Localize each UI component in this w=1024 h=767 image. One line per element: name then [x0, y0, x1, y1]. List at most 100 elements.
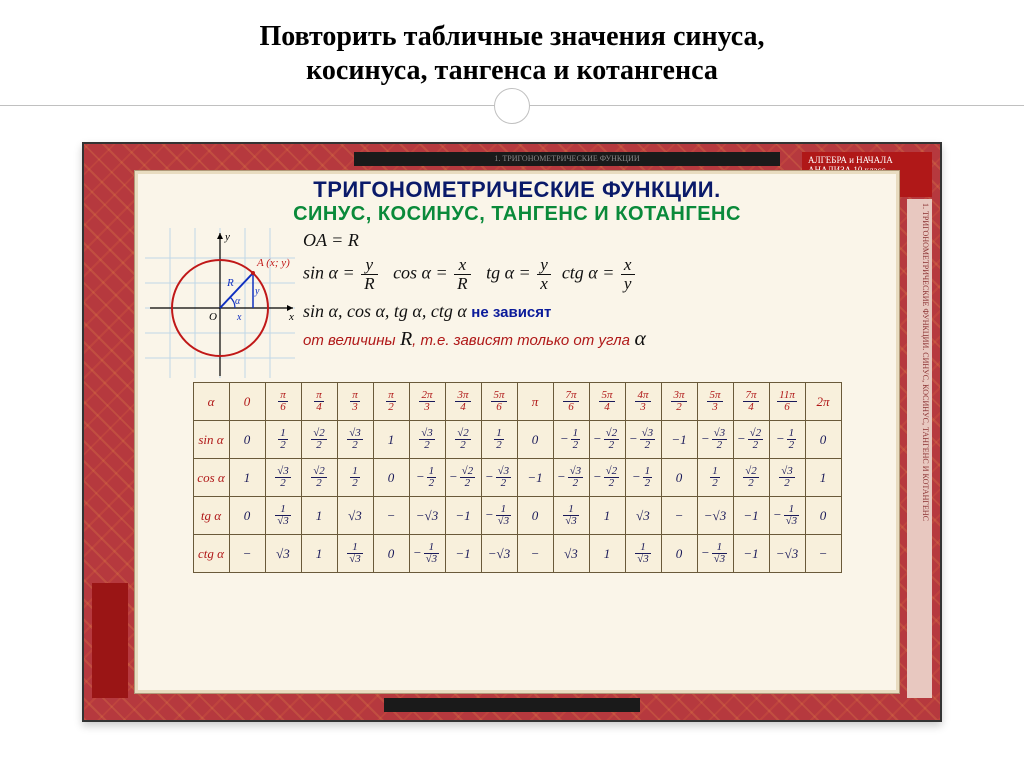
- value-cell: −1: [445, 497, 481, 535]
- value-cell: −1: [517, 459, 553, 497]
- bot-strip: [384, 698, 640, 712]
- value-cell: 1: [589, 497, 625, 535]
- value-cell: −√3: [409, 497, 445, 535]
- row-label: tg α: [193, 497, 229, 535]
- angle-cell: 7π4: [733, 383, 769, 421]
- value-cell: √32: [265, 459, 301, 497]
- value-cell: 1√3: [337, 535, 373, 573]
- value-cell: 12: [481, 421, 517, 459]
- value-cell: 1: [805, 459, 841, 497]
- formula-defs: sin α = yR cos α = xR tg α = yx ctg α = …: [303, 256, 889, 293]
- value-cell: −√3: [769, 535, 805, 573]
- value-cell: −√32: [553, 459, 589, 497]
- svg-text:x: x: [288, 311, 294, 323]
- angle-cell: 3π2: [661, 383, 697, 421]
- chart-frame: 1. ТРИГОНОМЕТРИЧЕСКИЕ ФУНКЦИИ АЛГЕБРА и …: [82, 142, 942, 722]
- angle-cell: π4: [301, 383, 337, 421]
- svg-text:O: O: [209, 311, 217, 323]
- value-cell: 1√3: [553, 497, 589, 535]
- value-cell: 0: [517, 497, 553, 535]
- value-cell: 0: [373, 535, 409, 573]
- table-row: ctg α−√311√30−1√3−1−√3−√311√30−1√3−1−√3−: [193, 535, 841, 573]
- page-title: Повторить табличные значения синуса, кос…: [0, 20, 1024, 87]
- value-cell: 0: [805, 421, 841, 459]
- value-cell: −: [661, 497, 697, 535]
- value-cell: 0: [661, 459, 697, 497]
- value-cell: √22: [301, 421, 337, 459]
- value-cell: −√22: [589, 421, 625, 459]
- value-cell: √32: [769, 459, 805, 497]
- value-cell: −1√3: [481, 497, 517, 535]
- angle-cell: 2π: [805, 383, 841, 421]
- value-cell: −√22: [733, 421, 769, 459]
- value-cell: −12: [625, 459, 661, 497]
- angle-cell: 2π3: [409, 383, 445, 421]
- value-cell: 0: [373, 459, 409, 497]
- value-cell: −12: [409, 459, 445, 497]
- value-cell: 0: [805, 497, 841, 535]
- angle-cell: π3: [337, 383, 373, 421]
- angle-cell: 5π3: [697, 383, 733, 421]
- value-cell: −1: [445, 535, 481, 573]
- title-line1: Повторить табличные значения синуса,: [259, 21, 764, 52]
- value-cell: −: [805, 535, 841, 573]
- divider: [0, 105, 1024, 106]
- value-cell: −√32: [697, 421, 733, 459]
- slide: Повторить табличные значения синуса, кос…: [0, 0, 1024, 767]
- value-cell: −1: [733, 497, 769, 535]
- value-cell: −1: [661, 421, 697, 459]
- table-row: cos α1√32√22120−12−√22−√32−1−√32−√22−120…: [193, 459, 841, 497]
- angle-cell: π2: [373, 383, 409, 421]
- value-cell: √3: [337, 497, 373, 535]
- formulas-block: A (x; y) x y O R α y x OA = R sin α = yR…: [135, 226, 899, 382]
- table-row: sin α012√22√321√32√22120−12−√22−√32−1−√3…: [193, 421, 841, 459]
- value-cell: −√3: [481, 535, 517, 573]
- value-cell: −: [373, 497, 409, 535]
- value-cell: 12: [265, 421, 301, 459]
- value-cell: 12: [337, 459, 373, 497]
- table-row: tg α01√31√3−−√3−1−1√301√31√3−−√3−1−1√30: [193, 497, 841, 535]
- value-cell: −: [229, 535, 265, 573]
- svg-text:y: y: [254, 286, 260, 297]
- value-cell: −1: [733, 535, 769, 573]
- value-cell: −1√3: [697, 535, 733, 573]
- divider-circle: [494, 88, 530, 124]
- svg-text:x: x: [236, 312, 242, 323]
- value-cell: −√22: [445, 459, 481, 497]
- left-band: [92, 583, 128, 698]
- value-cell: −1√3: [409, 535, 445, 573]
- trig-table: α0π6π4π3π22π33π45π6π7π65π44π33π25π37π411…: [193, 382, 842, 573]
- formula-oa: OA = R: [303, 228, 889, 252]
- formula-text: OA = R sin α = yR cos α = xR tg α = yx c…: [295, 228, 889, 353]
- chart-heading1: ТРИГОНОМЕТРИЧЕСКИЕ ФУНКЦИИ.: [135, 171, 899, 203]
- angle-cell: π6: [265, 383, 301, 421]
- value-cell: −√3: [697, 497, 733, 535]
- value-cell: √22: [733, 459, 769, 497]
- row-label: cos α: [193, 459, 229, 497]
- angle-row: α0π6π4π3π22π33π45π6π7π65π44π33π25π37π411…: [193, 383, 841, 421]
- value-cell: 1: [301, 535, 337, 573]
- value-cell: √32: [337, 421, 373, 459]
- value-cell: −12: [769, 421, 805, 459]
- angle-cell: 3π4: [445, 383, 481, 421]
- angle-cell: 5π6: [481, 383, 517, 421]
- value-cell: −√32: [481, 459, 517, 497]
- formula-note2: от величины R, т.е. зависят только от уг…: [303, 324, 889, 353]
- value-cell: 0: [517, 421, 553, 459]
- value-cell: 0: [661, 535, 697, 573]
- title-line2: косинуса, тангенса и котангенса: [306, 55, 718, 86]
- value-cell: −: [517, 535, 553, 573]
- chart-heading2: СИНУС, КОСИНУС, ТАНГЕНС И КОТАНГЕНС: [135, 203, 899, 226]
- value-cell: 1: [301, 497, 337, 535]
- value-cell: −12: [553, 421, 589, 459]
- value-cell: −√32: [625, 421, 661, 459]
- angle-cell: 4π3: [625, 383, 661, 421]
- svg-text:α: α: [235, 296, 241, 307]
- value-cell: 1: [373, 421, 409, 459]
- angle-cell: 5π4: [589, 383, 625, 421]
- value-cell: √3: [553, 535, 589, 573]
- value-cell: 0: [229, 421, 265, 459]
- value-cell: √3: [625, 497, 661, 535]
- value-cell: 1√3: [265, 497, 301, 535]
- angle-cell: 7π6: [553, 383, 589, 421]
